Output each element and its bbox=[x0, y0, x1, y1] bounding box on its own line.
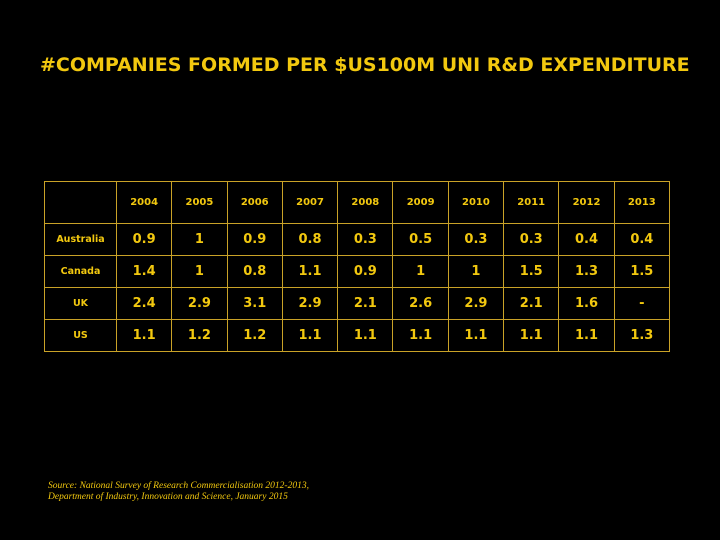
table-cell: 0.3 bbox=[447, 223, 505, 256]
row-label: UK bbox=[44, 287, 117, 320]
table-cell: 1.1 bbox=[447, 319, 505, 352]
table-cell: 1.1 bbox=[392, 319, 449, 352]
table-cell: 2.1 bbox=[337, 287, 394, 320]
year-header: 2004 bbox=[115, 181, 173, 224]
table-cell: 1.5 bbox=[503, 255, 560, 288]
table-cell: 0.4 bbox=[558, 223, 615, 256]
table-cell: 1.1 bbox=[337, 319, 394, 352]
source-citation: Source: National Survey of Research Comm… bbox=[48, 481, 648, 503]
table-row-us: US 1.1 1.2 1.2 1.1 1.1 1.1 1.1 1.1 1.1 1… bbox=[44, 319, 671, 352]
year-header: 2010 bbox=[447, 181, 505, 224]
row-label: Canada bbox=[44, 255, 117, 288]
table-cell: 0.3 bbox=[503, 223, 560, 256]
table-cell: 1.3 bbox=[558, 255, 615, 288]
table-row-canada: Canada 1.4 1 0.8 1.1 0.9 1 1 1.5 1.3 1.5 bbox=[44, 255, 671, 288]
table-cell: 0.8 bbox=[281, 223, 339, 256]
table-cell: 1 bbox=[171, 223, 228, 256]
table-cell: 1.1 bbox=[503, 319, 560, 352]
companies-table: 2004 2005 2006 2007 2008 2009 2010 2011 … bbox=[44, 181, 671, 352]
table-cell: - bbox=[613, 287, 671, 320]
table-cell: 1.3 bbox=[613, 319, 671, 352]
table-cell: 1.2 bbox=[171, 319, 228, 352]
table-row-australia: Australia 0.9 1 0.9 0.8 0.3 0.5 0.3 0.3 … bbox=[44, 223, 671, 256]
source-line: Department of Industry, Innovation and S… bbox=[48, 492, 288, 502]
table-cell: 1.4 bbox=[115, 255, 173, 288]
table-cell: 1.1 bbox=[281, 255, 339, 288]
table-cell: 1 bbox=[447, 255, 505, 288]
table-cell: 1.1 bbox=[281, 319, 339, 352]
year-header: 2008 bbox=[337, 181, 394, 224]
table-cell: 2.1 bbox=[503, 287, 560, 320]
table-cell: 2.9 bbox=[447, 287, 505, 320]
table-cell: 0.9 bbox=[337, 255, 394, 288]
table-cell: 1.1 bbox=[115, 319, 173, 352]
table-cell: 1 bbox=[392, 255, 449, 288]
table-cell: 0.4 bbox=[613, 223, 671, 256]
table-cell: 0.9 bbox=[115, 223, 173, 256]
table-cell: 0.5 bbox=[392, 223, 449, 256]
year-header: 2006 bbox=[226, 181, 283, 224]
year-header: 2011 bbox=[503, 181, 560, 224]
source-line: Source: National Survey of Research Comm… bbox=[48, 481, 309, 491]
year-header: 2007 bbox=[281, 181, 339, 224]
table-cell: 1.2 bbox=[226, 319, 283, 352]
table-cell: 3.1 bbox=[226, 287, 283, 320]
year-header: 2005 bbox=[171, 181, 228, 224]
year-header: 2013 bbox=[613, 181, 671, 224]
table-cell: 0.8 bbox=[226, 255, 283, 288]
table-cell: 2.9 bbox=[281, 287, 339, 320]
table-cell: 0.9 bbox=[226, 223, 283, 256]
table-cell: 1.1 bbox=[558, 319, 615, 352]
row-label: US bbox=[44, 319, 117, 352]
header-row: 2004 2005 2006 2007 2008 2009 2010 2011 … bbox=[44, 181, 671, 224]
table-cell: 2.6 bbox=[392, 287, 449, 320]
table-cell: 0.3 bbox=[337, 223, 394, 256]
table-row-uk: UK 2.4 2.9 3.1 2.9 2.1 2.6 2.9 2.1 1.6 - bbox=[44, 287, 671, 320]
year-header: 2012 bbox=[558, 181, 615, 224]
table-cell: 1.5 bbox=[613, 255, 671, 288]
row-label: Australia bbox=[44, 223, 117, 256]
table-cell: 2.9 bbox=[171, 287, 228, 320]
slide-title: #COMPANIES FORMED PER $US100M UNI R&D EX… bbox=[40, 54, 690, 76]
year-header: 2009 bbox=[392, 181, 449, 224]
table-cell: 1 bbox=[171, 255, 228, 288]
table-cell: 2.4 bbox=[115, 287, 173, 320]
table-cell: 1.6 bbox=[558, 287, 615, 320]
corner-cell bbox=[44, 181, 117, 224]
